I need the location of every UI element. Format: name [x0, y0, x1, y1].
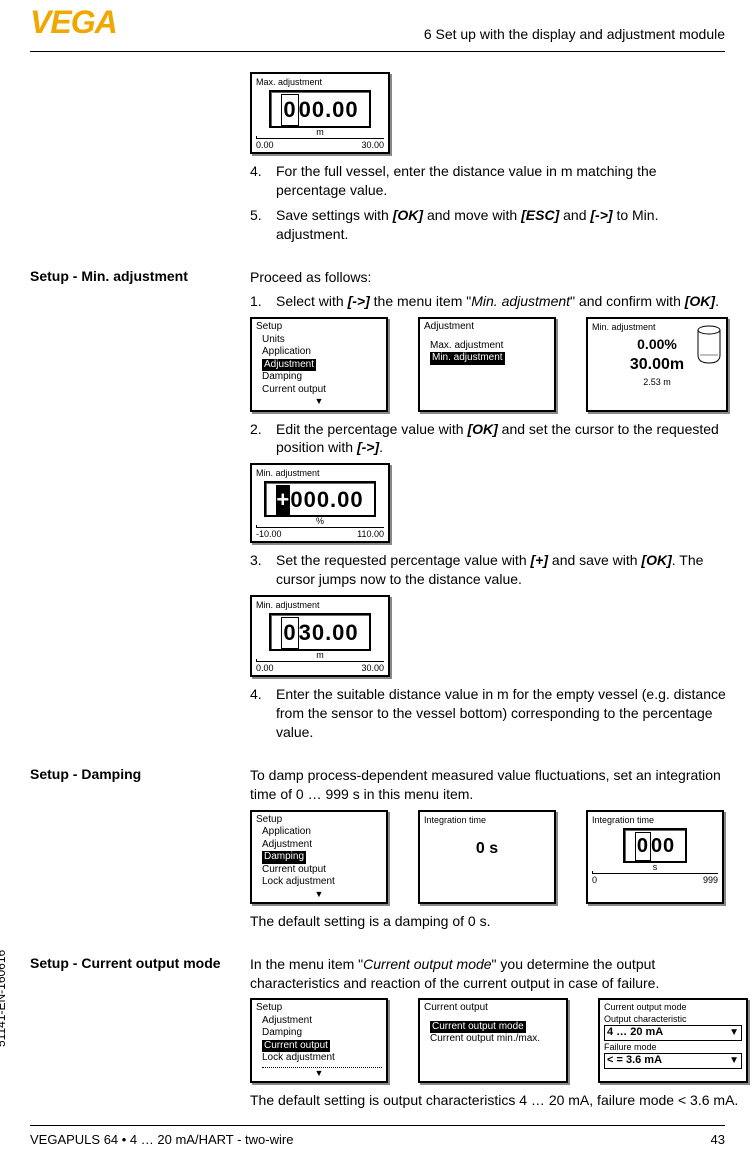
page-number: 43 [711, 1132, 725, 1147]
dropdown-arrow-icon: ▼ [729, 1055, 739, 1068]
lcd-min-adjustment-distance: Min. adjustment 030.00 m 0.00 30.00 [250, 595, 390, 677]
step-number: 4. [250, 685, 276, 742]
step-text: Enter the suitable distance value in m f… [276, 685, 728, 742]
lcd-min-adjustment-percent: Min. adjustment +000.00 % -10.00 110.00 [250, 463, 390, 543]
vessel-icon [696, 325, 722, 365]
step-number: 1. [250, 292, 276, 311]
section-label-current-output: Setup - Current output mode [30, 955, 250, 1116]
page-footer: VEGAPULS 64 • 4 … 20 mA/HART - two-wire … [30, 1125, 725, 1147]
damping-default-text: The default setting is a damping of 0 s. [250, 912, 725, 931]
document-id: 51141-EN-160616 [0, 950, 8, 1047]
lcd-setup-menu-damping: Setup Application Adjustment Damping Cur… [250, 810, 388, 904]
header-section-title: 6 Set up with the display and adjustment… [424, 26, 725, 42]
lcd-current-output-menu: Current output Current output mode Curre… [418, 998, 568, 1083]
current-output-text: In the menu item "Current output mode" y… [250, 955, 748, 993]
section-label-min-adjustment: Setup - Min. adjustment [30, 268, 250, 748]
lcd-title: Max. adjustment [256, 76, 384, 88]
page-header: VEGA 6 Set up with the display and adjus… [30, 10, 725, 52]
lcd-max-adjustment: Max. adjustment 000.00 m 0.00 30.00 [250, 72, 390, 154]
footer-left: VEGAPULS 64 • 4 … 20 mA/HART - two-wire [30, 1132, 293, 1147]
dropdown-arrow-icon: ▼ [729, 1027, 739, 1040]
step-text: Set the requested percentage value with … [276, 551, 728, 589]
step-number: 2. [250, 420, 276, 458]
lcd-integration-time: Integration time 0 s [418, 810, 556, 904]
damping-text: To damp process-dependent measured value… [250, 766, 725, 804]
lcd-current-output-mode: Current output mode Output characteristi… [598, 998, 748, 1083]
lcd-setup-menu: Setup Units Application Adjustment Dampi… [250, 317, 388, 411]
proceed-text: Proceed as follows: [250, 268, 728, 287]
lcd-adjustment-menu: Adjustment Max. adjustment Min. adjustme… [418, 317, 556, 411]
step-text: Save settings with [OK] and move with [E… [276, 206, 725, 244]
lcd-integration-time-edit: Integration time 000 s 0 999 [586, 810, 724, 904]
vega-logo: VEGA [30, 4, 117, 41]
step-number: 3. [250, 551, 276, 589]
section-label-damping: Setup - Damping [30, 766, 250, 937]
step-number: 5. [250, 206, 276, 244]
step-text: Select with [->] the menu item "Min. adj… [276, 292, 728, 311]
step-number: 4. [250, 162, 276, 200]
step-text: Edit the percentage value with [OK] and … [276, 420, 728, 458]
step-text: For the full vessel, enter the distance … [276, 162, 725, 200]
lcd-min-adjustment-display: Min. adjustment 0.00% 30.00m 2.53 m [586, 317, 728, 411]
current-default-text: The default setting is output characteri… [250, 1091, 748, 1110]
lcd-setup-menu-current: Setup Adjustment Damping Current output … [250, 998, 388, 1083]
